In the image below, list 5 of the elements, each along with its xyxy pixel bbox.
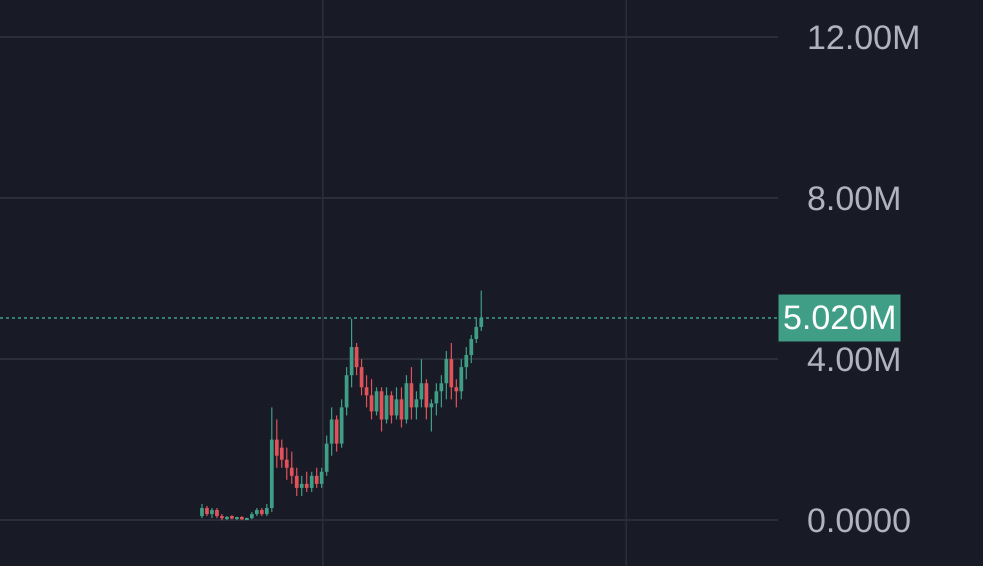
y-tick-label: 8.00M (807, 180, 902, 218)
y-tick-label: 0.0000 (807, 502, 911, 540)
ref-line-label: 5.020M (783, 299, 896, 337)
y-tick-label: 4.00M (807, 340, 902, 379)
y-tick-label: 12.00M (807, 18, 920, 57)
